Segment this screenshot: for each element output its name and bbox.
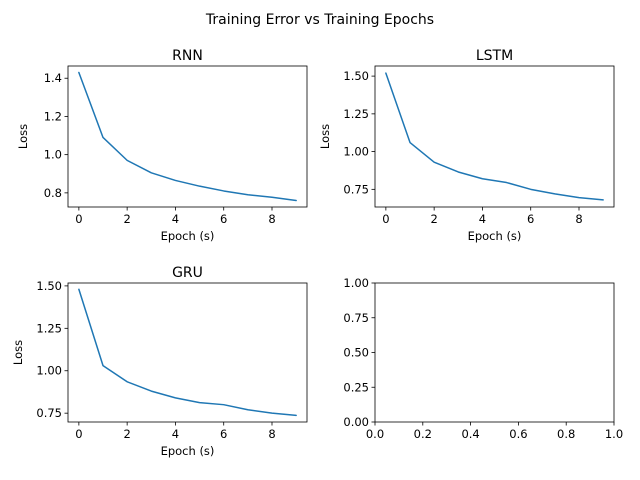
lstm-ytick-label: 1.50 [343,69,369,83]
lstm-xtick-label: 4 [479,212,486,226]
empty-ytick-label: 0.75 [343,311,369,325]
gru-xlabel: Epoch (s) [161,444,215,458]
gru-ytick-label: 0.75 [36,406,62,420]
gru-ytick-label: 1.25 [36,321,62,335]
empty-ytick-label: 1.00 [343,276,369,290]
subplot-gru: GRU 0 2 4 6 8 0.75 1.00 1.25 1.50 Epoch (s) Loss [11,265,308,458]
lstm-xtick-label: 6 [527,212,534,226]
lstm-ytick-label: 1.25 [343,107,369,121]
rnn-loss-line [78,71,297,202]
figure-suptitle: Training Error vs Training Epochs [205,12,434,28]
rnn-xlabel: Epoch (s) [161,229,215,243]
gru-ylabel: Loss [11,340,25,365]
rnn-xtick-label: 8 [268,212,275,226]
rnn-ylabel: Loss [16,124,30,149]
subplot-grid: RNN 0 2 4 6 8 0.8 1.0 1.2 1.4 Epoch (s) Loss LSTM 0 2 4… [11,48,623,458]
lstm-xtick-label: 2 [430,212,437,226]
empty-axes-frame [374,282,615,423]
empty-ytick-label: 0.25 [343,380,369,394]
subplot-lstm: LSTM 0 2 4 6 8 0.75 1.00 1.25 1.50 Epoch (s) Loss [318,48,615,243]
lstm-title: LSTM [476,48,513,64]
gru-xtick-label: 4 [172,427,179,441]
gru-xtick-label: 0 [75,427,82,441]
rnn-ytick-label: 1.4 [44,71,62,85]
lstm-loss-line [385,72,604,201]
empty-xtick-label: 0.6 [509,427,527,441]
lstm-ytick-label: 1.00 [343,145,369,159]
gru-ytick-label: 1.50 [36,279,62,293]
empty-xtick-label: 1.0 [605,427,623,441]
gru-loss-line [78,288,297,417]
rnn-xtick-label: 2 [123,212,130,226]
rnn-ytick-label: 1.0 [44,148,62,162]
rnn-xtick-label: 6 [220,212,227,226]
gru-axes-frame [67,282,308,423]
rnn-ytick-label: 1.2 [44,109,62,123]
lstm-ylabel: Loss [318,124,332,149]
gru-xtick-label: 6 [220,427,227,441]
lstm-ytick-label: 0.75 [343,182,369,196]
rnn-xtick-label: 0 [75,212,82,226]
lstm-xtick-label: 0 [382,212,389,226]
rnn-ytick-label: 0.8 [44,186,62,200]
empty-xtick-label: 0.8 [557,427,575,441]
empty-ytick-label: 0.50 [343,346,369,360]
lstm-xlabel: Epoch (s) [468,229,522,243]
subplot-rnn: RNN 0 2 4 6 8 0.8 1.0 1.2 1.4 Epoch (s) Loss [16,48,308,243]
empty-ytick-label: 0.00 [343,415,369,429]
rnn-axes-frame [67,65,308,208]
gru-ytick-label: 1.00 [36,364,62,378]
rnn-xtick-label: 4 [172,212,179,226]
gru-title: GRU [172,265,203,281]
lstm-xtick-label: 8 [575,212,582,226]
gru-xtick-label: 8 [268,427,275,441]
empty-xtick-label: 0.2 [414,427,432,441]
subplot-empty: 0.0 0.2 0.4 0.6 0.8 1.0 0.00 0.25 0.50 0.75 1.00 [343,276,623,441]
lstm-axes-frame [374,65,615,208]
gru-xtick-label: 2 [123,427,130,441]
empty-xtick-label: 0.0 [366,427,384,441]
rnn-title: RNN [172,48,203,64]
empty-xtick-label: 0.4 [461,427,479,441]
